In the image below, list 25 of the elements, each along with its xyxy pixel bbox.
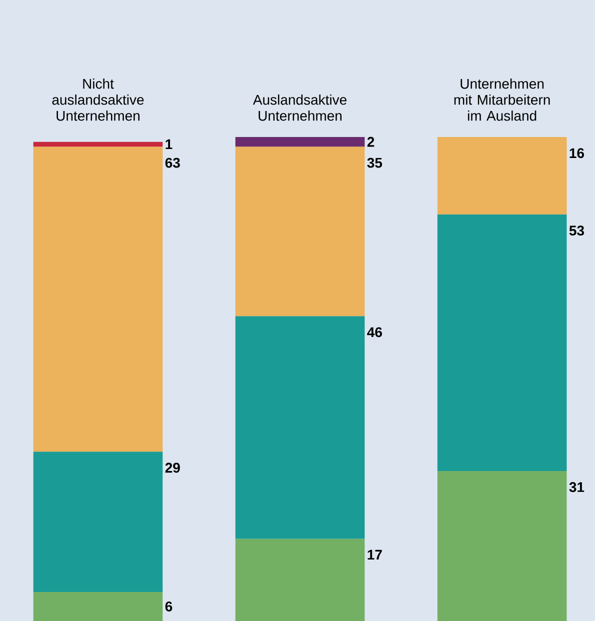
bar xyxy=(437,136,567,214)
bar xyxy=(235,146,365,316)
bar xyxy=(235,538,365,621)
x-tick-label: Auslandsaktive Unternehmen xyxy=(252,94,346,121)
data-label: 16 xyxy=(570,148,584,158)
bar xyxy=(33,146,163,452)
bar xyxy=(33,142,163,147)
data-label: 17 xyxy=(368,550,382,560)
data-label: 46 xyxy=(367,327,382,338)
bar xyxy=(437,470,567,621)
data-label: 1 xyxy=(166,139,172,150)
data-label: 35 xyxy=(367,158,382,168)
bar xyxy=(33,452,163,592)
data-label: 29 xyxy=(165,462,180,473)
data-label: 53 xyxy=(569,226,584,236)
data-label: 6 xyxy=(165,602,172,612)
x-tick-label: Nicht auslandsaktive Unternehmen xyxy=(52,78,144,121)
data-label: 2 xyxy=(367,136,374,147)
data-label: 63 xyxy=(165,158,180,168)
data-label: 31 xyxy=(569,482,584,492)
bar xyxy=(33,592,163,621)
bar xyxy=(235,136,365,147)
bar xyxy=(437,214,567,471)
bar xyxy=(235,316,365,539)
x-tick-label: Unternehmen mit Mitarbeitern im Ausland xyxy=(454,78,550,121)
